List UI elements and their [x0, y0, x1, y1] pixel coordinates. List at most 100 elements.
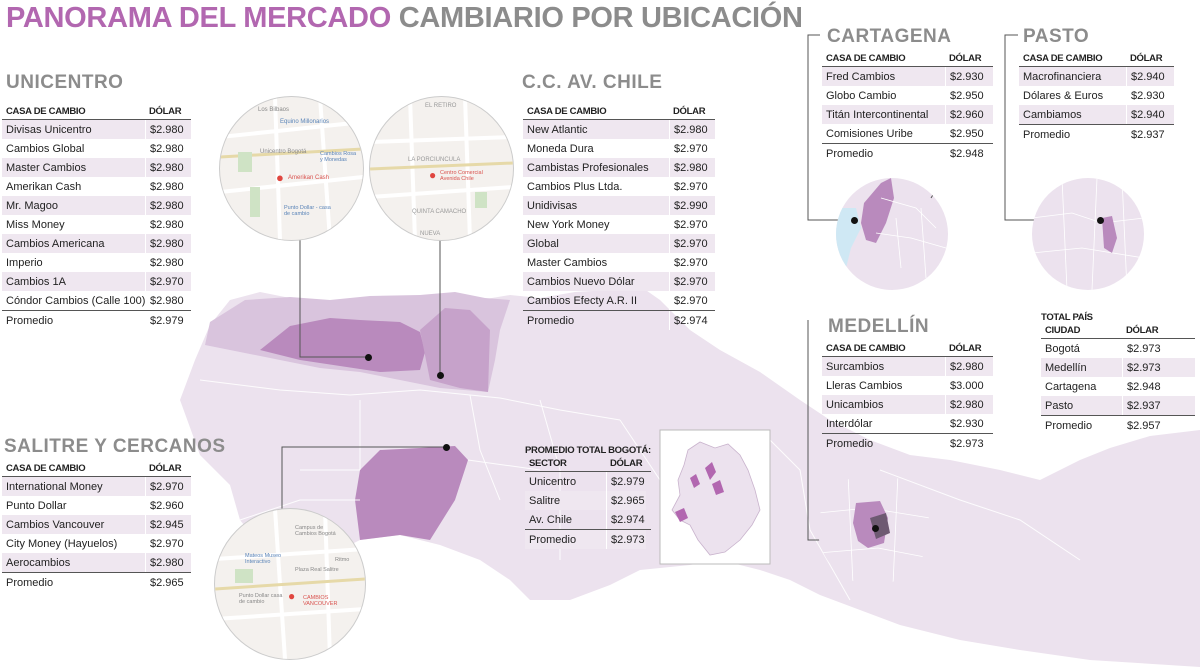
- house-name: Cambistas Profesionales: [523, 158, 669, 177]
- dollar-value: $2.930: [945, 414, 993, 433]
- table-header: CASA DE CAMBIO DÓLAR: [2, 104, 191, 119]
- title-part2: CAMBIARIO POR UBICACIÓN: [398, 2, 803, 34]
- house-name: Cambios Nuevo Dólar: [523, 272, 669, 291]
- map-pin-icon: ●: [276, 170, 284, 185]
- table-row: Cambios Efecty A.R. II $2.970: [523, 291, 715, 310]
- table-row: Cambios Nuevo Dólar $2.970: [523, 272, 715, 291]
- dollar-value: $3.000: [945, 376, 993, 395]
- house-name: Imperio: [6, 256, 43, 269]
- average-row: Promedio $2.937: [1019, 124, 1174, 144]
- table-row: Amerikan Cash $2.980: [2, 177, 191, 196]
- house-header: CASA DE CAMBIO: [6, 463, 86, 474]
- table-row: Mr. Magoo $2.980: [2, 196, 191, 215]
- house-name: Unidivisas: [523, 196, 669, 215]
- table-row: City Money (Hayuelos) $2.970: [2, 534, 191, 553]
- table-row: New York Money $2.970: [523, 215, 715, 234]
- table-rows: Surcambios $2.980 Lleras Cambios $3.000 Unic…: [822, 356, 993, 453]
- house-header: CASA DE CAMBIO: [826, 343, 906, 354]
- house-name: Globo Cambio: [826, 89, 897, 102]
- salitre-map-label-4: Punto Dollar casa de cambio: [239, 593, 283, 605]
- unicentro-zone: [260, 318, 425, 372]
- row-value: $2.937: [1122, 396, 1195, 415]
- dollar-value: $2.980: [669, 158, 715, 177]
- house-name: Global: [523, 234, 669, 253]
- map-pin-icon: ●: [288, 589, 296, 603]
- row-label: Salitre: [525, 491, 606, 510]
- unicentro-map-label-1: Los Bilbaos: [258, 107, 290, 113]
- salitre-street-map: [215, 509, 365, 659]
- house-name: New Atlantic: [523, 120, 669, 139]
- dollar-value: $2.970: [145, 272, 191, 291]
- unicentro-pin: [365, 354, 372, 361]
- table-row: Cóndor Cambios (Calle 100) $2.980: [2, 291, 191, 310]
- row-label: Bogotá: [1045, 342, 1080, 355]
- cartagena-pin: [851, 217, 858, 224]
- dollar-value: $2.980: [669, 120, 715, 139]
- dollar-value: $2.980: [145, 158, 191, 177]
- table-row: Fred Cambios $2.930: [822, 67, 993, 86]
- map-pin-icon: ●: [429, 168, 437, 182]
- chile-map-label-4: QUINTA CAMACHO: [412, 209, 467, 215]
- dollar-value: $2.980: [145, 234, 191, 253]
- table-row: Global $2.970: [523, 234, 715, 253]
- house-header: CASA DE CAMBIO: [6, 106, 86, 117]
- table-row: Cambios Americana $2.980: [2, 234, 191, 253]
- unicentro-map-label-2: Equino Millonarios: [280, 119, 330, 125]
- table-row: Master Cambios $2.970: [523, 253, 715, 272]
- dollar-value: $2.980: [145, 553, 191, 572]
- table-row: Unicambios $2.980: [822, 395, 993, 414]
- chile-street-map: [370, 97, 513, 240]
- house-name: Punto Dollar: [6, 499, 67, 512]
- medellin-title: MEDELLÍN: [828, 316, 930, 337]
- house-name: Cambios Global: [6, 142, 85, 155]
- dollar-value: $2.950: [945, 86, 993, 105]
- house-name: Cambios Americana: [2, 234, 145, 253]
- average-value: $2.948: [945, 144, 993, 163]
- house-name: Interdólar: [826, 417, 873, 430]
- row-label: Av. Chile: [529, 513, 573, 526]
- table-row: Unidivisas $2.990: [523, 196, 715, 215]
- pasto-title: PASTO: [1023, 26, 1090, 47]
- dollar-header: DÓLAR: [1130, 53, 1163, 64]
- house-name: Unicambios: [822, 395, 945, 414]
- title-part1: PANORAMA DEL MERCADO: [6, 2, 391, 34]
- dollar-value: $2.980: [145, 291, 191, 310]
- average-row: Promedio $2.979: [2, 310, 191, 330]
- dollar-header: DÓLAR: [949, 343, 982, 354]
- city-header: CIUDAD: [1045, 325, 1081, 336]
- table-row: Pasto $2.937: [1041, 396, 1195, 415]
- average-row: Promedio $2.973: [822, 433, 993, 453]
- dollar-value: $2.980: [145, 196, 191, 215]
- table-row: Unicentro $2.979: [525, 472, 651, 491]
- salitre-table: CASA DE CAMBIO DÓLAR International Money $2…: [2, 461, 191, 592]
- table-header: CASA DE CAMBIO DÓLAR: [1019, 51, 1174, 66]
- dollar-value: $2.970: [669, 215, 715, 234]
- table-row: Cambiamos $2.940: [1019, 105, 1174, 124]
- dollar-header: DÓLAR: [673, 106, 706, 117]
- dollar-header: DÓLAR: [610, 458, 643, 469]
- table-row: Master Cambios $2.980: [2, 158, 191, 177]
- house-name: Aerocambios: [2, 553, 145, 572]
- dollar-value: $2.980: [145, 177, 191, 196]
- pasto-map: [1032, 178, 1144, 290]
- unicentro-map-label-3: Unicentro Bogotá: [260, 149, 307, 155]
- average-label: Promedio: [826, 147, 874, 160]
- dollar-value: $2.980: [145, 139, 191, 158]
- table-row: Lleras Cambios $3.000: [822, 376, 993, 395]
- table-row: Cambios Global $2.980: [2, 139, 191, 158]
- average-label: Promedio: [6, 576, 54, 589]
- house-name: Miss Money: [6, 218, 65, 231]
- row-value: $2.973: [1122, 358, 1195, 377]
- dollar-value: $2.970: [669, 291, 715, 310]
- house-name: Cóndor Cambios (Calle 100): [6, 294, 146, 307]
- salitre-map-circle: Campus de Cambios Bogotá Mateos Museo In…: [214, 508, 366, 660]
- chile-title: C.C. AV. CHILE: [522, 72, 663, 93]
- table-row: Globo Cambio $2.950: [822, 86, 993, 105]
- chile-map-label-1: EL RETIRO: [425, 103, 457, 109]
- house-name: Surcambios: [822, 357, 945, 376]
- table-row: Aerocambios $2.980: [2, 553, 191, 572]
- dollar-value: $2.940: [1126, 67, 1174, 86]
- house-name: New York Money: [527, 218, 610, 231]
- medellin-table: CASA DE CAMBIO DÓLAR Surcambios $2.980 Llera…: [822, 341, 993, 453]
- house-name: Moneda Dura: [527, 142, 594, 155]
